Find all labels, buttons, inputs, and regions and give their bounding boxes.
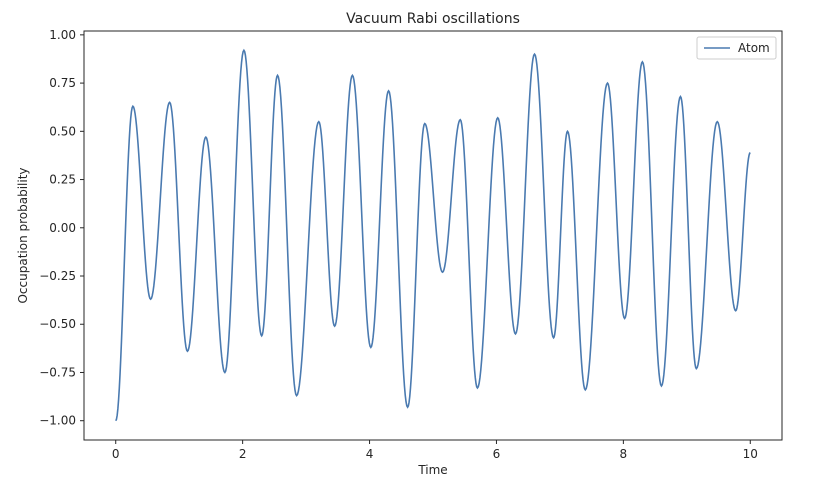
x-tick-label: 6 [493, 447, 501, 461]
y-tick-label: −1.00 [39, 414, 76, 428]
chart-title: Vacuum Rabi oscillations [346, 11, 520, 27]
y-tick-label: 0.00 [49, 221, 76, 235]
x-axis-label: Time [417, 463, 447, 477]
y-tick-label: −0.50 [39, 317, 76, 331]
legend-box [696, 36, 777, 60]
axes-frame [83, 30, 783, 441]
x-tick-label: 4 [366, 447, 374, 461]
y-tick-label: 0.50 [49, 124, 76, 138]
y-axis-ticks: −1.00 −0.75 −0.50 −0.25 0.00 0.25 0.50 0.75 1.00 [39, 28, 84, 428]
legend: Atom [696, 36, 777, 60]
plot-area: 0 2 4 6 8 10 −1.00 −0.75 −0.50 −0.25 0.00 0.25 0.50… [39, 28, 783, 461]
x-tick-label: 10 [743, 447, 758, 461]
x-axis-ticks: 0 2 4 6 8 10 [112, 440, 758, 461]
x-tick-label: 8 [620, 447, 628, 461]
y-tick-label: 0.25 [49, 173, 76, 187]
y-tick-label: 1.00 [49, 28, 76, 42]
legend-label-atom: Atom [738, 41, 770, 55]
y-tick-label: 0.75 [49, 76, 76, 90]
y-tick-label: −0.25 [39, 269, 76, 283]
series-line-atom [115, 48, 751, 422]
y-tick-label: −0.75 [39, 365, 76, 379]
x-tick-label: 2 [239, 447, 247, 461]
x-tick-label: 0 [112, 447, 120, 461]
y-axis-label: Occupation probability [16, 167, 30, 303]
